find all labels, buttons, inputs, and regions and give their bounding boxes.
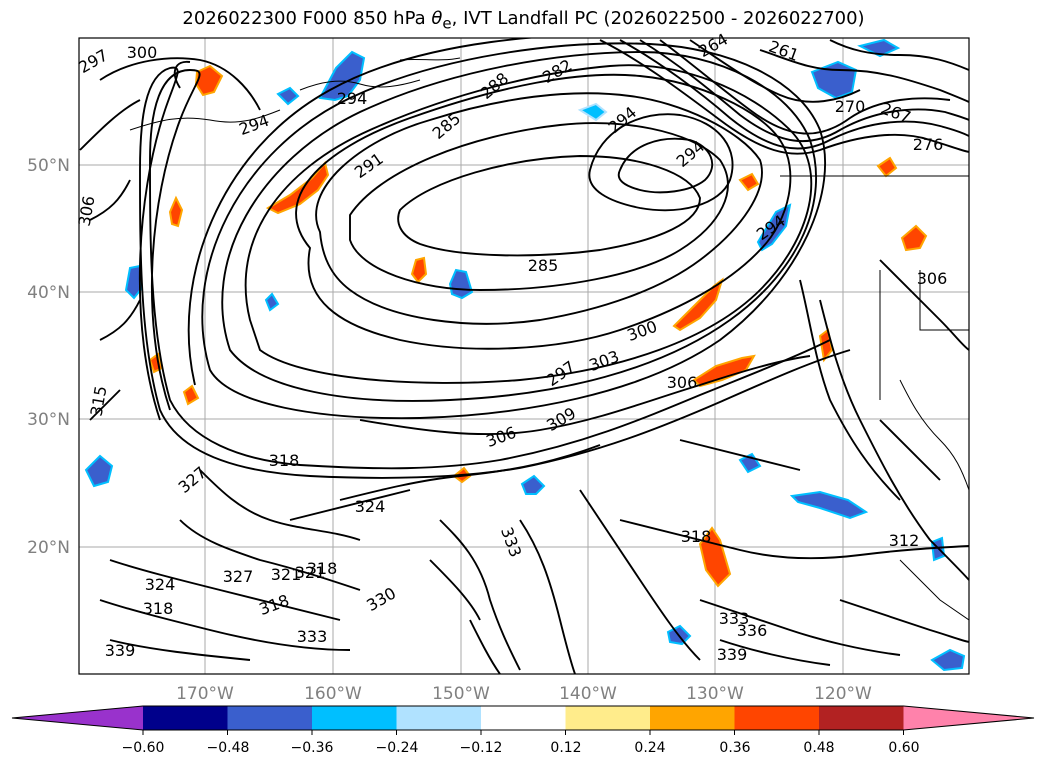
map-layers bbox=[79, 38, 969, 674]
colorbar-extend-high bbox=[903, 706, 1034, 730]
lat-labels: 50°N 40°N 30°N 20°N bbox=[27, 156, 70, 558]
contour-label: 306 bbox=[667, 373, 698, 392]
lon-label: 120°W bbox=[814, 684, 872, 704]
contour-label: 318 bbox=[143, 599, 174, 618]
contour-label: 339 bbox=[717, 645, 748, 664]
contour-label: 336 bbox=[737, 621, 768, 640]
colorbar-tick-label: −0.36 bbox=[291, 740, 334, 756]
lat-label: 20°N bbox=[27, 538, 70, 558]
contour-label: 312 bbox=[889, 531, 920, 550]
lon-labels: 170°W 160°W 150°W 140°W 130°W 120°W bbox=[176, 684, 872, 704]
contour-label: 327 bbox=[223, 567, 254, 586]
colorbar-tick-label: 0.48 bbox=[803, 740, 834, 756]
lat-label: 30°N bbox=[27, 410, 70, 430]
contour-label: 318 bbox=[681, 527, 712, 546]
colorbar-segment bbox=[819, 706, 904, 730]
contour-label: 285 bbox=[528, 256, 559, 275]
colorbar-tick-label: 0.60 bbox=[888, 740, 919, 756]
colorbar-extend-low bbox=[12, 706, 143, 730]
lon-label: 140°W bbox=[559, 684, 617, 704]
colorbar-tick-label: −0.60 bbox=[122, 740, 165, 756]
gridlines bbox=[79, 38, 969, 674]
colorbar-tick-label: −0.48 bbox=[207, 740, 250, 756]
coastlines bbox=[129, 57, 969, 621]
lon-label: 130°W bbox=[686, 684, 744, 704]
colorbar-tick-label: 0.24 bbox=[634, 740, 665, 756]
colorbar-segment bbox=[312, 706, 397, 730]
contour-label: 270 bbox=[835, 97, 866, 116]
contour-label: 276 bbox=[913, 135, 944, 154]
lat-label: 40°N bbox=[27, 283, 70, 303]
contour-label: 339 bbox=[105, 641, 136, 660]
lon-label: 150°W bbox=[432, 684, 490, 704]
colorbar-tick-label: 0.36 bbox=[719, 740, 750, 756]
theta-e-contours bbox=[79, 38, 969, 674]
contour-label: 321 bbox=[295, 563, 326, 582]
colorbar-segment bbox=[143, 706, 228, 730]
colorbar-segment bbox=[396, 706, 482, 730]
contour-label: 324 bbox=[145, 575, 176, 594]
lon-label: 170°W bbox=[176, 684, 234, 704]
contour-label: 306 bbox=[917, 269, 948, 288]
colorbar-tick-label: 0.12 bbox=[550, 740, 581, 756]
contour-label: 294 bbox=[337, 89, 368, 108]
contour-label: 333 bbox=[719, 609, 750, 628]
contour-label: 300 bbox=[127, 43, 158, 62]
colorbar bbox=[11, 705, 1035, 735]
colorbar-segment bbox=[650, 706, 735, 730]
colorbar-tick-label: −0.24 bbox=[376, 740, 419, 756]
lat-label: 50°N bbox=[27, 156, 70, 176]
contour-label: 318 bbox=[307, 559, 338, 578]
contour-label: 324 bbox=[355, 497, 386, 516]
contour-label: 333 bbox=[297, 627, 328, 646]
colorbar-tick-labels: −0.60 −0.48 −0.36 −0.24 −0.12 0.12 0.24 … bbox=[122, 740, 920, 756]
colorbar-segment bbox=[734, 706, 820, 730]
map-title: 2026022300 F000 850 hPa θe, IVT Landfall… bbox=[182, 8, 865, 33]
colorbar-segment bbox=[227, 706, 313, 730]
plot-border bbox=[78, 37, 970, 675]
colorbar-tick-label: −0.12 bbox=[460, 740, 503, 756]
contour-label: 321 bbox=[271, 565, 302, 584]
colorbar-segment bbox=[565, 706, 651, 730]
lon-label: 160°W bbox=[304, 684, 362, 704]
contour-label: 318 bbox=[269, 451, 300, 470]
colorbar-segment bbox=[481, 706, 566, 730]
